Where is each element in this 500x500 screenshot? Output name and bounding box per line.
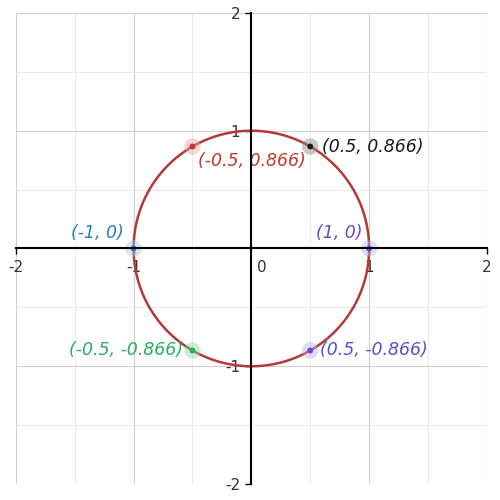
- Circle shape: [130, 246, 136, 252]
- Circle shape: [308, 348, 313, 354]
- Text: (-1, 0): (-1, 0): [72, 224, 124, 242]
- Text: (0.5, 0.866): (0.5, 0.866): [322, 138, 424, 156]
- Circle shape: [184, 138, 200, 154]
- Text: 0: 0: [258, 260, 267, 276]
- Circle shape: [184, 342, 200, 358]
- Circle shape: [190, 144, 196, 150]
- Circle shape: [308, 144, 313, 150]
- Circle shape: [302, 342, 318, 358]
- Circle shape: [190, 348, 196, 354]
- Text: (0.5, -0.866): (0.5, -0.866): [320, 342, 428, 359]
- Circle shape: [302, 138, 318, 154]
- Circle shape: [126, 240, 142, 256]
- Text: (-0.5, -0.866): (-0.5, -0.866): [69, 342, 183, 359]
- Circle shape: [366, 246, 372, 252]
- Text: (1, 0): (1, 0): [316, 224, 362, 242]
- Circle shape: [361, 240, 378, 256]
- Text: (-0.5, 0.866): (-0.5, 0.866): [198, 152, 306, 170]
